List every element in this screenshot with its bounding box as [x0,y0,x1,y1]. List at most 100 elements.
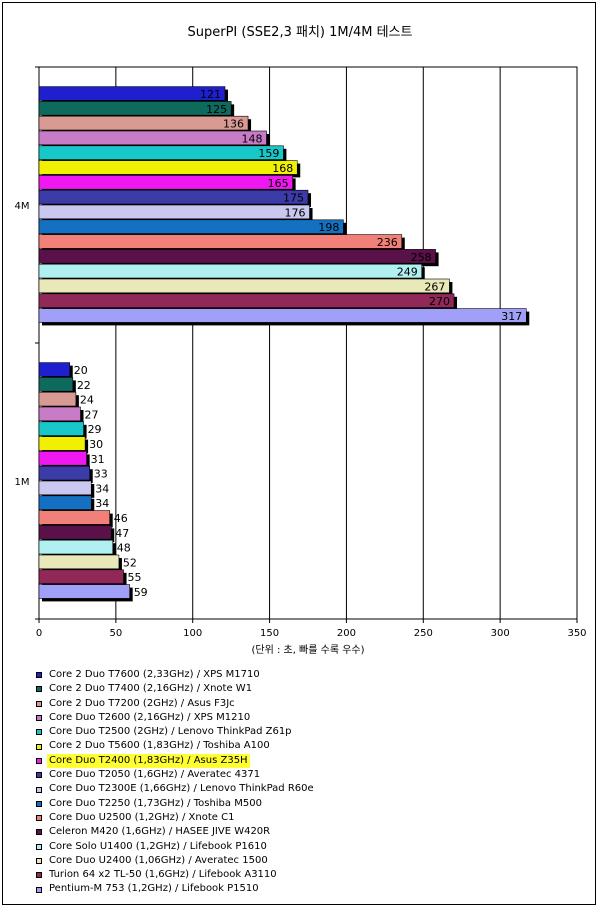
data-label: 249 [397,266,418,279]
data-label: 270 [429,295,450,308]
x-tick-label: 0 [36,628,42,639]
x-axis-title: (단위 : 초, 빠를 수록 우수) [251,643,364,656]
data-label: 48 [117,542,131,555]
bar [38,189,309,205]
x-tick-label: 200 [337,628,356,639]
bar [38,539,114,555]
bar [38,160,298,175]
data-label: 236 [377,236,398,249]
legend-item: Core Duo T2500 (2GHz) / Lenovo ThinkPad … [36,725,316,739]
legend-label: Core 2 Duo T7200 (2GHz) / Asus F3Jc [49,697,235,709]
legend-label: Core Duo T2250 (1,73GHz) / Toshiba M500 [49,797,262,809]
legend-item: Core Duo U2400 (1,06GHz) / Averatec 1500 [36,854,316,868]
data-label: 175 [283,192,304,205]
legend-item: Core Duo U2500 (1,2GHz) / Xnote C1 [36,811,316,825]
legend-item: Core Duo T2300E (1,66GHz) / Lenovo Think… [36,782,316,796]
data-label: 29 [88,423,102,436]
legend-swatch [36,872,42,879]
axes: 0 50 100 150 200 250 300 350 4M 1M [15,66,587,639]
legend-swatch [36,672,42,679]
data-label: 52 [123,556,137,569]
legend-swatch [36,886,42,893]
bar [38,234,403,249]
legend-swatch [36,858,42,864]
bar [38,554,120,570]
bar [38,465,91,481]
bar [38,219,344,234]
bar [38,406,81,422]
data-label: 46 [114,512,128,525]
legend-swatch [36,700,42,707]
data-label: 22 [77,379,91,392]
data-label: 267 [424,280,445,293]
legend-swatch [36,729,42,736]
legend-label: Celeron M420 (1,6GHz) / HASEE JIVE W420R [49,826,271,838]
legend: Core 2 Duo T7600 (2,33GHz) / XPS M1710 Co… [36,668,316,897]
bar [38,101,232,116]
legend-label: Core Duo T2600 (2,16GHz) / XPS M1210 [49,711,251,723]
data-label: 148 [241,132,262,145]
data-label: 317 [501,310,522,323]
legend-swatch [36,786,42,793]
bar [38,175,293,190]
data-label: 20 [74,364,88,377]
x-tick-label: 150 [260,628,279,639]
legend-item: Core Duo T2600 (2,16GHz) / XPS M1210 [36,711,316,725]
bar [38,436,86,451]
legend-item: Core Duo T2050 (1,6GHz) / Averatec 4371 [36,768,316,782]
x-tick-label: 50 [109,628,122,639]
bar [38,421,84,436]
data-label: 34 [95,482,109,495]
legend-item: Core Solo U1400 (1,2GHz) / Lifebook P161… [36,840,316,854]
legend-swatch [36,757,42,764]
legend-swatch [36,772,42,779]
category-label: 1M [15,477,30,488]
bar [38,495,92,510]
data-label: 59 [134,586,148,599]
bar [38,308,527,323]
data-label: 198 [318,221,339,234]
legend-swatch [36,743,42,750]
bar [38,480,92,496]
bar [38,249,436,264]
bar [38,377,74,392]
legend-label: Core 2 Duo T7400 (2,16GHz) / Xnote W1 [49,683,253,695]
x-tick-label: 350 [567,628,586,639]
bar [38,115,249,131]
legend-label: Core Duo T2400 (1,83GHz) / Asus Z35H [47,753,250,769]
data-label: 55 [128,571,142,584]
bar [38,204,310,220]
data-label: 33 [94,468,108,481]
chart-title: SuperPI (SSE2,3 패치) 1M/4M 테스트 [188,25,413,40]
legend-label: Core Duo T2300E (1,66GHz) / Lenovo Think… [49,783,314,795]
data-label: 168 [272,162,293,175]
legend-label: Core Duo U2400 (1,06GHz) / Averatec 1500 [49,854,268,866]
bar [38,391,77,407]
data-label: 31 [91,453,105,466]
bar [38,569,124,584]
legend-swatch [36,800,42,807]
legend-item: Core 2 Duo T7200 (2GHz) / Asus F3Jc [36,697,316,711]
bar [38,293,455,308]
legend-label: Core Solo U1400 (1,2GHz) / Lifebook P161… [49,840,267,852]
bar [38,278,450,294]
legend-swatch [36,829,42,836]
bar [38,145,284,160]
data-label: 24 [80,394,94,407]
bar [38,263,423,279]
bar [38,584,130,599]
data-label: 176 [285,206,306,219]
legend-item: Core 2 Duo T7600 (2,33GHz) / XPS M1710 [36,668,316,682]
data-label: 165 [268,177,289,190]
x-tick-label: 300 [491,628,510,639]
data-label: 47 [115,527,129,540]
bar [38,362,71,377]
category-label: 4M [15,201,30,212]
bar [38,86,226,101]
legend-item: Core 2 Duo T5600 (1,83GHz) / Toshiba A10… [36,739,316,753]
legend-item: Core 2 Duo T7400 (2,16GHz) / Xnote W1 [36,682,316,696]
x-tick-label: 100 [183,628,202,639]
legend-label: Core 2 Duo T7600 (2,33GHz) / XPS M1710 [49,669,260,680]
